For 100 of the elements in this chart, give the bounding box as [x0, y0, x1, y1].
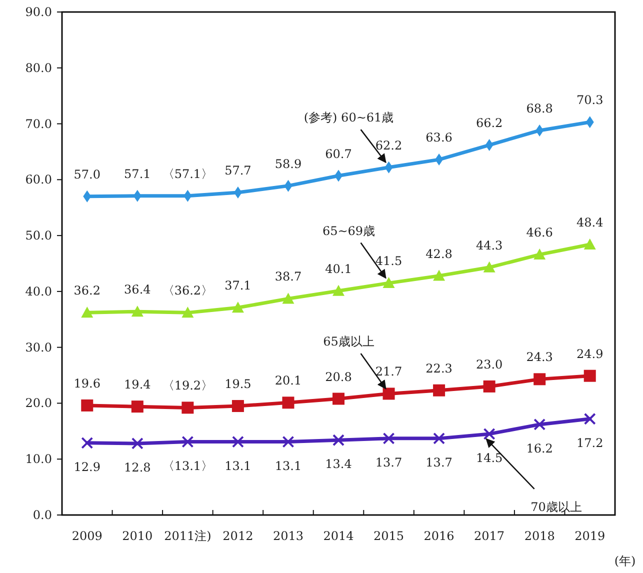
- x-tick-label: 2015: [374, 529, 404, 543]
- data-label: 13.1: [274, 458, 302, 473]
- point: [232, 400, 244, 412]
- data-label: 40.1: [325, 262, 352, 276]
- point: [584, 412, 596, 425]
- y-tick-label: 20.0: [25, 396, 52, 410]
- point: [483, 428, 496, 440]
- y-tick-label: 50.0: [25, 228, 52, 243]
- point: [382, 432, 395, 444]
- point: [534, 248, 546, 260]
- data-label: 19.6: [74, 376, 100, 390]
- data-label: 48.4: [576, 216, 604, 230]
- point: [382, 388, 395, 400]
- point: [131, 400, 144, 413]
- x-tick-label: 2014: [323, 529, 354, 543]
- data-label: 68.8: [526, 101, 553, 116]
- data-label: 57.0: [74, 167, 100, 182]
- x-tick-label: 2016: [424, 529, 454, 543]
- point: [81, 399, 94, 412]
- x-tick-label: 2019: [574, 529, 606, 543]
- data-label: 38.7: [274, 270, 302, 284]
- y-tick-label: 80.0: [25, 60, 52, 75]
- data-label: 12.8: [124, 460, 151, 474]
- data-label: 23.0: [476, 357, 503, 372]
- data-label: 〈19.2〉: [162, 378, 214, 393]
- data-label: 60.7: [325, 146, 352, 161]
- data-label: 20.1: [274, 374, 302, 388]
- point: [483, 261, 496, 272]
- point: [584, 370, 596, 382]
- point: [182, 402, 194, 414]
- data-label: 13.7: [426, 455, 452, 470]
- x-tick-label: 2018: [524, 529, 555, 543]
- data-label: 42.8: [426, 246, 452, 261]
- data-label: 13.1: [224, 458, 252, 473]
- point: [131, 306, 144, 317]
- data-label: 36.4: [124, 282, 152, 297]
- point: [282, 436, 294, 448]
- x-tick-label: 2010: [122, 529, 153, 543]
- text: 65歳以上: [323, 334, 374, 348]
- data-label: 41.5: [375, 254, 402, 268]
- data-label: 12.9: [74, 460, 100, 474]
- data-label: 14.5: [476, 450, 503, 465]
- data-label: 13.7: [375, 455, 402, 470]
- point: [483, 380, 496, 392]
- point: [332, 284, 344, 296]
- point: [182, 306, 194, 318]
- y-tick-label: 10.0: [25, 452, 52, 466]
- data-label: 62.2: [375, 138, 402, 152]
- data-label: 66.2: [476, 116, 503, 130]
- data-label: 57.7: [224, 164, 252, 178]
- y-tick-label: 40.0: [25, 284, 52, 298]
- point: [182, 436, 194, 448]
- data-label: 20.8: [325, 370, 352, 384]
- point: [433, 432, 446, 444]
- x-tick-label: 2011注): [164, 529, 212, 543]
- text: (参考) 60~61歳: [304, 110, 394, 125]
- point: [282, 396, 294, 409]
- y-tick-label: 70.0: [25, 116, 52, 131]
- point: [534, 373, 546, 386]
- point: [81, 436, 94, 449]
- data-label: 24.9: [576, 346, 604, 361]
- point: [131, 437, 144, 450]
- y-tick-label: 90.0: [25, 5, 52, 19]
- data-label: 〈36.2〉: [162, 284, 214, 298]
- data-label: 63.6: [426, 130, 452, 145]
- data-label: 〈57.1〉: [162, 166, 214, 181]
- data-label: 44.3: [476, 238, 503, 252]
- point: [232, 436, 244, 448]
- text: 70歳以上: [530, 500, 582, 514]
- point: [232, 302, 244, 313]
- data-label: 22.3: [426, 361, 452, 376]
- data-label: 21.7: [375, 364, 402, 379]
- point: [584, 238, 596, 250]
- data-label: 19.5: [224, 377, 252, 392]
- data-label: 24.3: [526, 350, 553, 364]
- data-label: 〈13.1〉: [162, 458, 214, 473]
- point: [282, 292, 294, 304]
- x-axis-title: (年): [614, 554, 636, 568]
- point: [332, 392, 344, 405]
- data-label: 37.1: [224, 278, 252, 293]
- point: [534, 418, 546, 430]
- data-label: 13.4: [325, 457, 352, 472]
- point: [433, 384, 446, 396]
- y-tick-label: 60.0: [25, 172, 52, 187]
- data-label: 57.1: [124, 166, 151, 181]
- x-tick-label: 2017: [474, 529, 505, 543]
- x-tick-label: 2013: [272, 529, 304, 543]
- data-label: 58.9: [274, 156, 302, 171]
- data-label: 36.2: [74, 284, 100, 298]
- point: [433, 270, 446, 281]
- data-label: 46.6: [526, 226, 553, 240]
- point: [332, 434, 344, 446]
- y-tick-label: 30.0: [25, 340, 52, 354]
- data-label: 16.2: [526, 441, 553, 456]
- x-tick-label: 2009: [72, 529, 102, 543]
- point: [382, 277, 395, 288]
- data-label: 70.3: [576, 93, 604, 108]
- x-tick-label: 2012: [222, 529, 254, 543]
- data-label: 19.4: [124, 378, 152, 392]
- point: [81, 306, 94, 318]
